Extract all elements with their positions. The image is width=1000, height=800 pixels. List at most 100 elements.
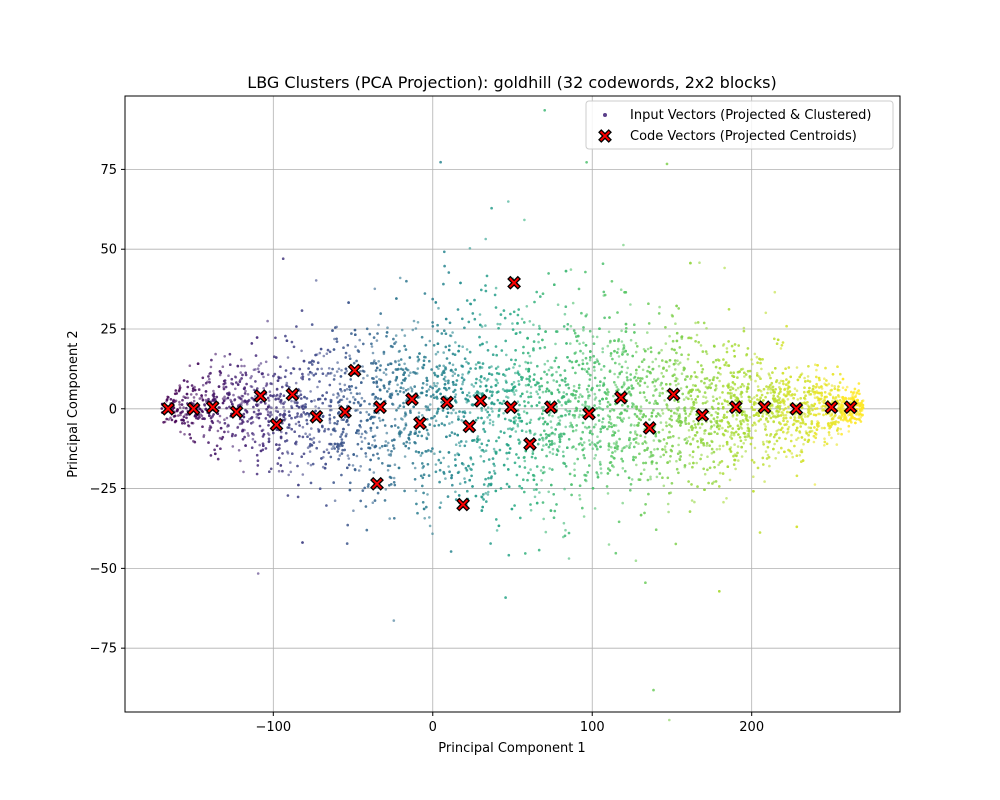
input-vector-point — [612, 442, 616, 445]
input-vector-point — [635, 372, 638, 375]
input-vector-point — [460, 419, 464, 422]
input-vector-point — [523, 459, 527, 463]
input-vector-point — [465, 360, 468, 364]
input-vector-point — [524, 367, 528, 371]
input-vector-point — [505, 353, 508, 357]
input-vector-point — [695, 333, 699, 337]
input-vector-point — [417, 411, 421, 415]
input-vector-point — [750, 358, 753, 361]
input-vector-point — [275, 387, 279, 391]
input-vector-point — [735, 418, 738, 421]
input-vector-point — [353, 398, 357, 401]
input-vector-point — [246, 393, 250, 396]
input-vector-point — [482, 460, 486, 463]
input-vector-point — [555, 370, 558, 374]
input-vector-point — [450, 431, 454, 434]
input-vector-point — [490, 475, 493, 478]
input-vector-point — [540, 479, 543, 482]
input-vector-point — [360, 432, 364, 436]
input-vector-point — [520, 378, 523, 381]
input-vector-point — [573, 331, 577, 335]
input-vector-point — [433, 371, 436, 375]
input-vector-point — [218, 421, 222, 424]
input-vector-point — [240, 402, 243, 405]
input-vector-point — [786, 420, 789, 423]
input-vector-point — [510, 428, 514, 431]
input-vector-point — [301, 377, 305, 381]
input-vector-point — [397, 359, 401, 363]
input-vector-point — [664, 342, 668, 345]
input-vector-point — [377, 416, 381, 420]
input-vector-point — [601, 350, 604, 354]
input-vector-point — [706, 455, 709, 459]
input-vector-point — [286, 450, 289, 454]
input-vector-point — [547, 272, 550, 275]
input-vector-point — [440, 332, 444, 335]
input-vector-point — [487, 490, 490, 494]
input-vector-point — [715, 397, 718, 401]
input-vector-point — [823, 444, 826, 447]
input-vector-point — [240, 364, 243, 368]
input-vector-point — [619, 288, 623, 292]
input-vector-point — [621, 467, 625, 470]
input-vector-point — [518, 331, 522, 334]
input-vector-point — [367, 483, 370, 486]
input-vector-point — [321, 465, 325, 469]
input-vector-point — [736, 386, 740, 390]
input-vector-point — [484, 449, 488, 453]
input-vector-point — [403, 455, 407, 458]
input-vector-point — [325, 504, 328, 507]
input-vector-point — [416, 321, 420, 324]
input-vector-point — [468, 411, 472, 414]
input-vector-point — [256, 572, 260, 575]
input-vector-point — [612, 409, 616, 412]
input-vector-point — [524, 360, 527, 364]
input-vector-point — [606, 492, 610, 495]
input-vector-point — [742, 442, 745, 445]
input-vector-point — [820, 426, 824, 430]
input-vector-point — [503, 431, 506, 435]
input-vector-point — [655, 467, 659, 471]
input-vector-point — [244, 371, 247, 375]
input-vector-point — [765, 385, 768, 388]
input-vector-point — [732, 371, 735, 375]
input-vector-point — [524, 384, 528, 387]
input-vector-point — [585, 405, 589, 408]
input-vector-point — [541, 412, 544, 416]
input-vector-point — [391, 371, 395, 374]
input-vector-point — [359, 369, 362, 373]
input-vector-point — [188, 364, 192, 368]
input-vector-point — [621, 459, 625, 463]
input-vector-point — [183, 433, 186, 436]
input-vector-point — [767, 385, 771, 389]
input-vector-point — [677, 443, 680, 447]
input-vector-point — [631, 405, 634, 409]
input-vector-point — [443, 375, 447, 379]
input-vector-point — [345, 369, 349, 373]
input-vector-point — [765, 412, 769, 416]
input-vector-point — [482, 493, 485, 496]
input-vector-point — [452, 408, 455, 412]
input-vector-point — [349, 391, 353, 395]
input-vector-point — [618, 362, 621, 366]
input-vector-point — [472, 385, 476, 388]
input-vector-point — [485, 340, 489, 344]
input-vector-point — [291, 452, 294, 456]
input-vector-point — [333, 499, 337, 503]
input-vector-point — [643, 435, 647, 439]
input-vector-point — [714, 358, 718, 362]
input-vector-point — [552, 493, 555, 496]
input-vector-point — [514, 349, 517, 352]
input-vector-point — [216, 429, 220, 433]
input-vector-point — [314, 279, 318, 282]
input-vector-point — [832, 396, 835, 400]
input-vector-point — [668, 460, 672, 463]
input-vector-point — [800, 448, 803, 452]
input-vector-point — [718, 471, 722, 475]
input-vector-point — [568, 472, 572, 476]
input-vector-point — [328, 350, 332, 354]
input-vector-point — [436, 382, 439, 385]
input-vector-point — [484, 324, 487, 327]
input-vector-point — [731, 415, 735, 418]
input-vector-point — [234, 376, 238, 379]
